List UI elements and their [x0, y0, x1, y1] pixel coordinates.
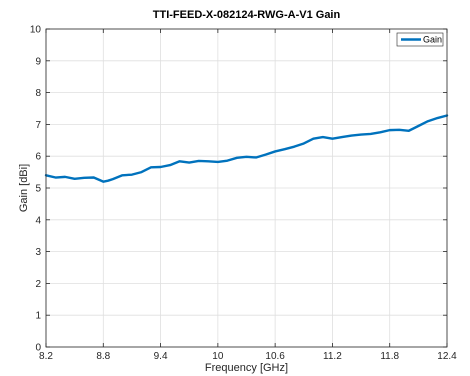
data-point — [417, 125, 420, 127]
x-tick-label: 8.8 — [96, 351, 110, 362]
data-point — [398, 129, 401, 131]
data-point — [427, 120, 429, 123]
y-tick-label: 0 — [35, 343, 41, 354]
data-point — [107, 179, 109, 182]
data-point — [388, 129, 391, 131]
x-tick-label: 12.4 — [437, 351, 457, 362]
y-tick-label: 4 — [35, 215, 41, 226]
data-point — [283, 148, 286, 150]
data-point — [83, 177, 85, 179]
data-point — [112, 178, 114, 180]
data-point — [302, 142, 305, 145]
data-point — [360, 133, 362, 136]
x-tick-label: 10.6 — [265, 351, 285, 362]
data-point — [369, 133, 372, 135]
data-point — [150, 166, 152, 169]
y-tick-label: 5 — [35, 184, 41, 195]
legend: Gain — [396, 32, 444, 47]
data-point — [226, 159, 229, 162]
data-point — [322, 136, 324, 138]
series-line-gain — [44, 114, 449, 183]
y-tick-label: 6 — [35, 152, 41, 163]
series-layer — [44, 114, 449, 183]
data-point — [188, 161, 191, 164]
data-point — [207, 160, 210, 163]
data-point — [197, 160, 200, 162]
x-tick-label: 11.2 — [323, 351, 342, 362]
data-point — [350, 134, 353, 137]
data-point — [236, 156, 238, 159]
y-tick-label: 1 — [35, 311, 41, 322]
data-point — [274, 150, 276, 153]
data-point — [140, 171, 143, 173]
x-tick-label: 11.8 — [380, 351, 399, 362]
data-point — [341, 136, 343, 138]
y-tick-label: 3 — [35, 247, 41, 258]
data-point — [64, 176, 66, 178]
y-tick-label: 2 — [35, 279, 41, 290]
x-axis-label: Frequency [GHz] — [205, 362, 288, 374]
data-point — [436, 117, 439, 119]
data-point — [73, 177, 76, 180]
data-point — [178, 160, 181, 163]
data-point — [255, 156, 257, 159]
data-point — [408, 129, 410, 132]
data-point — [293, 145, 296, 148]
data-point — [92, 176, 95, 179]
data-point — [131, 173, 133, 176]
x-tick-label: 9.4 — [154, 351, 168, 362]
data-point — [102, 180, 105, 183]
x-tick-label: 10 — [212, 351, 224, 362]
y-tick-label: 9 — [35, 56, 41, 67]
data-point — [331, 137, 334, 140]
x-tick-label: 8.2 — [39, 351, 53, 362]
chart-title: TTI-FEED-X-082124-RWG-A-V1 Gain — [153, 9, 341, 21]
y-tick-label: 10 — [30, 25, 42, 36]
data-point — [245, 156, 248, 158]
data-point — [169, 164, 171, 166]
data-point — [54, 176, 57, 179]
data-point — [379, 131, 381, 134]
y-tick-label: 7 — [35, 120, 41, 131]
legend-label-gain: Gain — [423, 35, 442, 45]
data-point — [217, 161, 219, 163]
data-point — [264, 153, 267, 156]
y-axis-label: Gain [dBi] — [18, 164, 30, 212]
data-point — [121, 174, 124, 177]
y-tick-label: 8 — [35, 88, 41, 99]
ticks: 8.2 8.8 9.4 10 10.6 11.2 11.8 12.4 0 1 2 3 4 5 6 7 8 9 10 — [30, 25, 457, 363]
data-point — [159, 166, 162, 168]
data-point — [312, 137, 315, 140]
